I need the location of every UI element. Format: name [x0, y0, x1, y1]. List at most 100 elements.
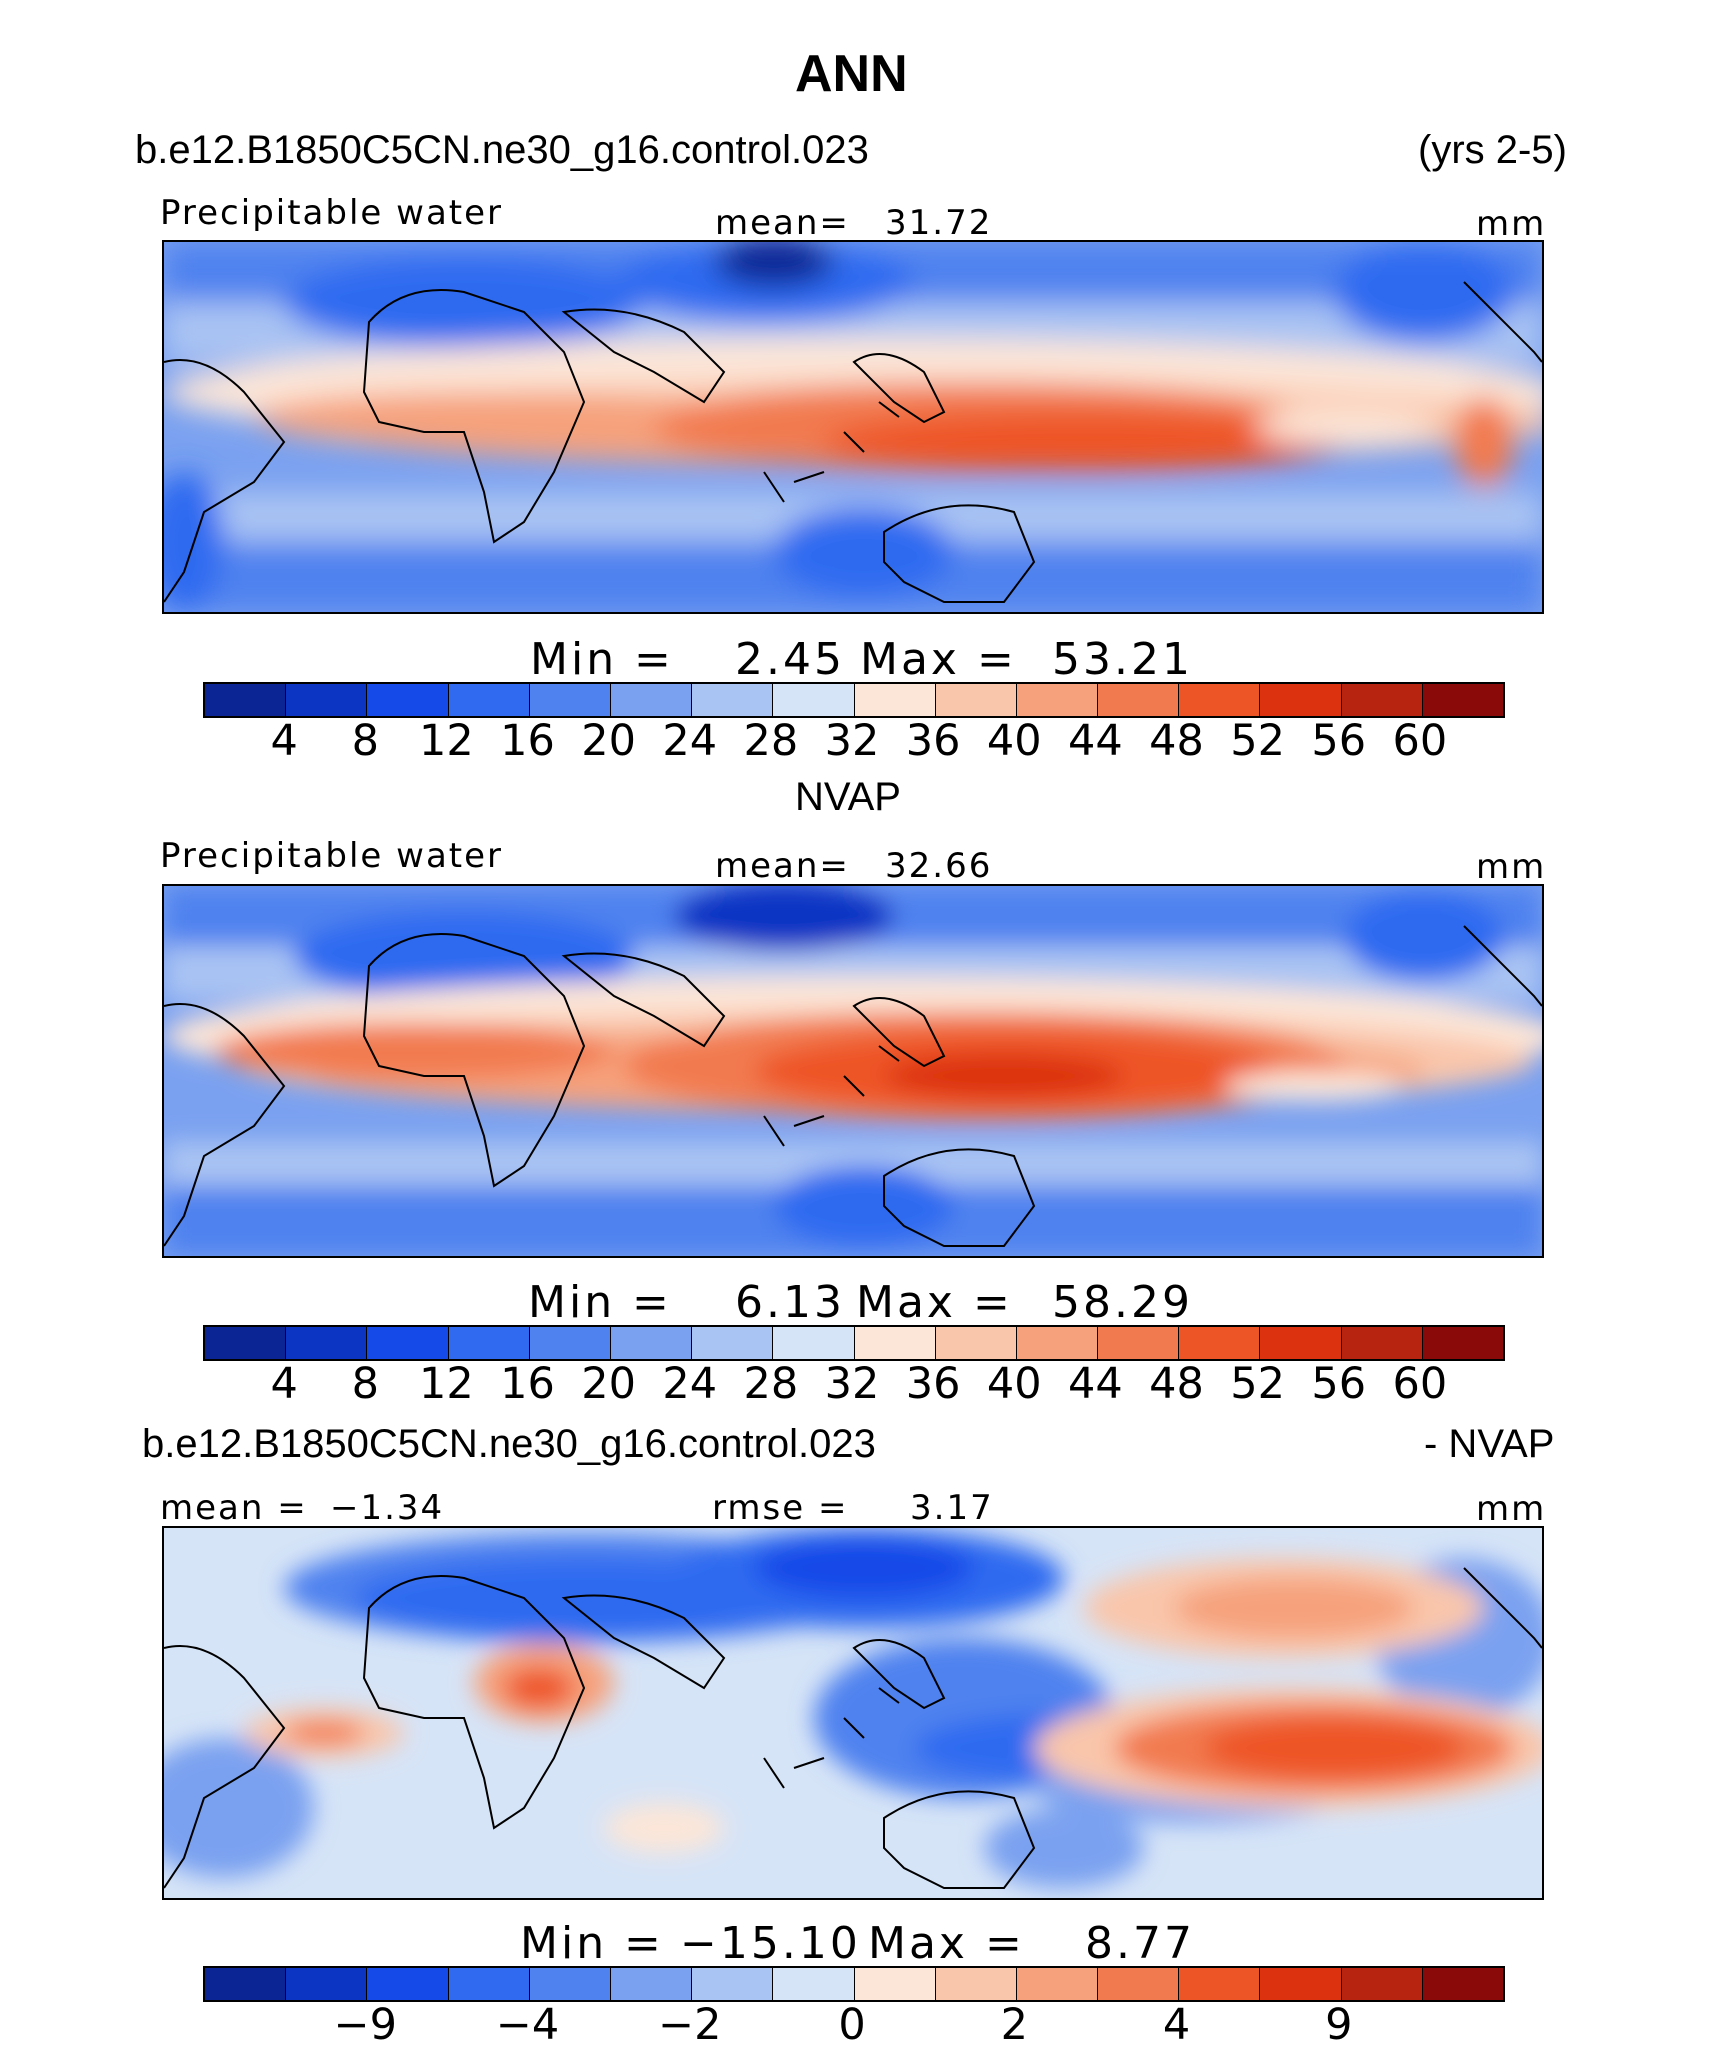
colorbar-tick-label: 36 — [905, 716, 961, 766]
colorbar-3-swatch — [1260, 1968, 1342, 2000]
colorbar-tick-label: 12 — [419, 716, 474, 766]
colorbar-tick-label: 44 — [1068, 716, 1123, 766]
colorbar-tick-label: −9 — [333, 2000, 397, 2050]
colorbar-2-swatch — [1422, 1327, 1503, 1359]
colorbar-2-swatch — [1341, 1327, 1423, 1359]
panel3-title-left: b.e12.B1850C5CN.ne30_g16.control.023 — [142, 1422, 876, 1466]
colorbar-2-swatch — [1260, 1327, 1342, 1359]
panel3-mean-value: −1.34 — [330, 1488, 445, 1528]
colorbar-tick-label: 60 — [1392, 716, 1448, 766]
model-precipitable-water-map — [162, 240, 1544, 614]
colorbar-1-swatch — [205, 684, 287, 716]
colorbar-1-swatch — [1341, 684, 1423, 716]
panel1-units: mm — [1476, 204, 1547, 244]
colorbar-tick-label: 52 — [1230, 716, 1285, 766]
colorbar-tick-label: −2 — [658, 2000, 722, 2050]
colorbar-3-swatch — [286, 1968, 368, 2000]
page-title: ANN — [795, 45, 908, 103]
panel3-min-value: −15.10 — [680, 1918, 861, 1969]
colorbar-tick-label: 0 — [838, 2000, 866, 2050]
panel2-units: mm — [1476, 847, 1547, 887]
panel3-mean-label: mean = — [160, 1488, 308, 1528]
panel3-units: mm — [1476, 1489, 1547, 1529]
colorbar-3-swatch — [854, 1968, 936, 2000]
difference-map — [162, 1526, 1544, 1900]
colorbar-tick-label: 16 — [500, 1359, 555, 1409]
colorbar-2-swatch — [1179, 1327, 1261, 1359]
panel2-mean-value: 32.66 — [885, 846, 993, 886]
panel3-min-label: Min = — [520, 1918, 664, 1969]
panel2-max-label: Max = — [856, 1277, 1013, 1328]
panel2-min-label: Min = — [528, 1277, 672, 1328]
colorbar-3-swatch — [1179, 1968, 1261, 2000]
colorbar-1-swatch — [286, 684, 368, 716]
nvap-precipitable-water-map — [162, 884, 1544, 1258]
case-name: b.e12.B1850C5CN.ne30_g16.control.023 — [135, 128, 869, 172]
colorbar-1 — [203, 682, 1505, 718]
colorbar-1-swatch — [448, 684, 530, 716]
colorbar-1-swatch — [1098, 684, 1180, 716]
colorbar-1-swatch — [529, 684, 611, 716]
colorbar-tick-label: 52 — [1230, 1359, 1285, 1409]
colorbar-2-swatch — [448, 1327, 530, 1359]
colorbar-tick-label: 2 — [1000, 2000, 1028, 2050]
panel2-variable-label: Precipitable water — [160, 836, 504, 876]
colorbar-3-swatch — [610, 1968, 693, 2000]
colorbar-tick-label: 20 — [581, 1359, 636, 1409]
colorbar-3-swatch — [935, 1968, 1017, 2000]
colorbar-3-swatch — [1016, 1968, 1099, 2000]
colorbar-tick-label: 8 — [351, 716, 379, 766]
colorbar-2-swatch — [692, 1327, 774, 1359]
colorbar-tick-label: 48 — [1149, 716, 1204, 766]
colorbar-1-swatch — [1422, 684, 1503, 716]
colorbar-1-swatch — [1016, 684, 1099, 716]
colorbar-3-swatch — [1098, 1968, 1180, 2000]
colorbar-1-swatch — [1179, 684, 1261, 716]
colorbar-tick-label: 36 — [905, 1359, 961, 1409]
colorbar-tick-label: 56 — [1311, 1359, 1367, 1409]
panel3-max-value: 8.77 — [1085, 1918, 1195, 1969]
colorbar-tick-label: 9 — [1325, 2000, 1353, 2050]
colorbar-3-swatch — [1422, 1968, 1503, 2000]
colorbar-tick-label: 24 — [662, 1359, 718, 1409]
panel1-mean-label: mean= — [715, 203, 850, 243]
colorbar-tick-label: 4 — [270, 716, 298, 766]
panel3-title-right: - NVAP — [1424, 1422, 1555, 1466]
colorbar-tick-label: 24 — [662, 716, 718, 766]
colorbar-3-swatch — [529, 1968, 611, 2000]
panel1-mean-value: 31.72 — [885, 203, 993, 243]
colorbar-2-swatch — [610, 1327, 693, 1359]
colorbar-tick-label: 4 — [270, 1359, 298, 1409]
colorbar-2-swatch — [286, 1327, 368, 1359]
panel3-rmse-label: rmse = — [712, 1488, 849, 1528]
colorbar-2-swatch — [529, 1327, 611, 1359]
map-field-1 — [164, 242, 1542, 612]
years-label: (yrs 2-5) — [1418, 128, 1567, 172]
colorbar-2-swatch — [1016, 1327, 1099, 1359]
panel1-min-label: Min = — [530, 634, 674, 685]
colorbar-2-swatch — [1098, 1327, 1180, 1359]
colorbar-tick-label: 16 — [500, 716, 555, 766]
colorbar-tick-label: 44 — [1068, 1359, 1123, 1409]
colorbar-tick-label: 32 — [824, 1359, 880, 1409]
colorbar-3-swatch — [448, 1968, 530, 2000]
colorbar-tick-label: 8 — [351, 1359, 379, 1409]
panel2-max-value: 58.29 — [1052, 1277, 1193, 1328]
colorbar-3-swatch — [1341, 1968, 1423, 2000]
colorbar-tick-label: 60 — [1392, 1359, 1448, 1409]
colorbar-tick-label: 32 — [824, 716, 880, 766]
panel3-max-label: Max = — [868, 1918, 1025, 1969]
colorbar-1-swatch — [854, 684, 936, 716]
colorbar-tick-label: 40 — [986, 1359, 1042, 1409]
colorbar-3-swatch — [773, 1968, 855, 2000]
colorbar-tick-label: 40 — [986, 716, 1042, 766]
colorbar-3-swatch — [367, 1968, 449, 2000]
colorbar-tick-label: 28 — [743, 716, 799, 766]
colorbar-2-swatch — [935, 1327, 1017, 1359]
colorbar-1-swatch — [367, 684, 449, 716]
panel2-title: NVAP — [795, 775, 901, 819]
panel1-max-label: Max = — [860, 634, 1017, 685]
colorbar-tick-label: 28 — [743, 1359, 799, 1409]
panel3-rmse-value: 3.17 — [910, 1488, 994, 1528]
colorbar-tick-label: 20 — [581, 716, 636, 766]
